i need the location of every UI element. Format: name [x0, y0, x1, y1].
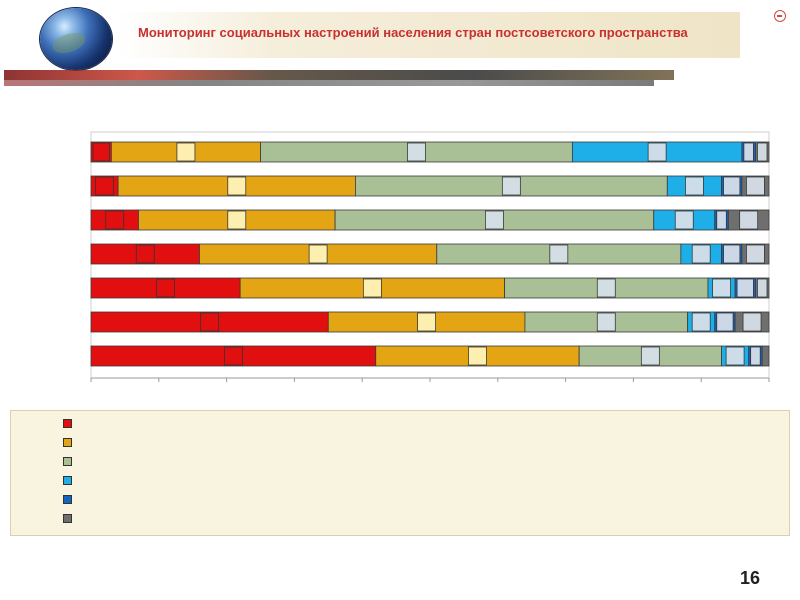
bar-marker — [596, 312, 616, 332]
bar-marker — [743, 142, 754, 162]
bar-marker — [227, 210, 247, 230]
bar-marker — [156, 278, 175, 298]
bar-marker — [640, 346, 660, 366]
bar-marker — [725, 346, 745, 366]
bar-marker — [723, 244, 741, 264]
bar-marker — [92, 142, 110, 162]
bar-marker — [549, 244, 569, 264]
bar-marker — [135, 244, 155, 264]
overlapping-subtitle-text — [4, 70, 674, 80]
bar-marker — [468, 346, 487, 366]
header-band — [118, 12, 740, 58]
bar-marker — [362, 278, 382, 298]
legend-swatch-2 — [63, 438, 72, 447]
page-number: 16 — [740, 568, 761, 588]
bar-marker — [716, 312, 734, 332]
bar-marker — [742, 312, 762, 332]
bar-marker — [407, 142, 426, 162]
bar-marker — [95, 176, 114, 196]
globe-logo-icon — [40, 8, 112, 70]
bar-marker — [750, 346, 761, 366]
bar-marker — [596, 278, 616, 298]
bar-marker — [223, 346, 243, 366]
bar-segment — [761, 345, 770, 367]
bar-marker — [736, 278, 754, 298]
bar-marker — [716, 210, 727, 230]
bar-marker — [501, 176, 521, 196]
bar-marker — [685, 176, 704, 196]
legend-swatch-4 — [63, 476, 72, 485]
bar-marker — [739, 210, 759, 230]
legend-swatch-3 — [63, 457, 72, 466]
bar-marker — [417, 312, 437, 332]
bar-marker — [723, 176, 741, 196]
overlapping-subtitle-text-secondary — [4, 80, 654, 86]
bar-marker — [746, 176, 765, 196]
bar-marker — [691, 244, 711, 264]
bar-marker — [691, 312, 711, 332]
legend — [10, 410, 790, 536]
bar-marker — [176, 142, 196, 162]
bar-marker — [674, 210, 694, 230]
bar-marker — [200, 312, 220, 332]
legend-swatch-1 — [63, 419, 72, 428]
bar-marker — [746, 244, 765, 264]
bar-marker — [757, 142, 768, 162]
page-title: Мониторинг социальных настроений населен… — [138, 25, 688, 40]
bar-marker — [712, 278, 731, 298]
legend-swatch-5 — [63, 495, 72, 504]
stacked-bar-chart — [90, 131, 770, 382]
legend-swatch-6 — [63, 514, 72, 523]
bar-marker — [105, 210, 125, 230]
minus-circle-icon[interactable] — [774, 10, 786, 22]
bar-marker — [308, 244, 328, 264]
bar-marker — [757, 278, 768, 298]
bar-marker — [485, 210, 504, 230]
bar-marker — [227, 176, 247, 196]
bar-marker — [647, 142, 667, 162]
